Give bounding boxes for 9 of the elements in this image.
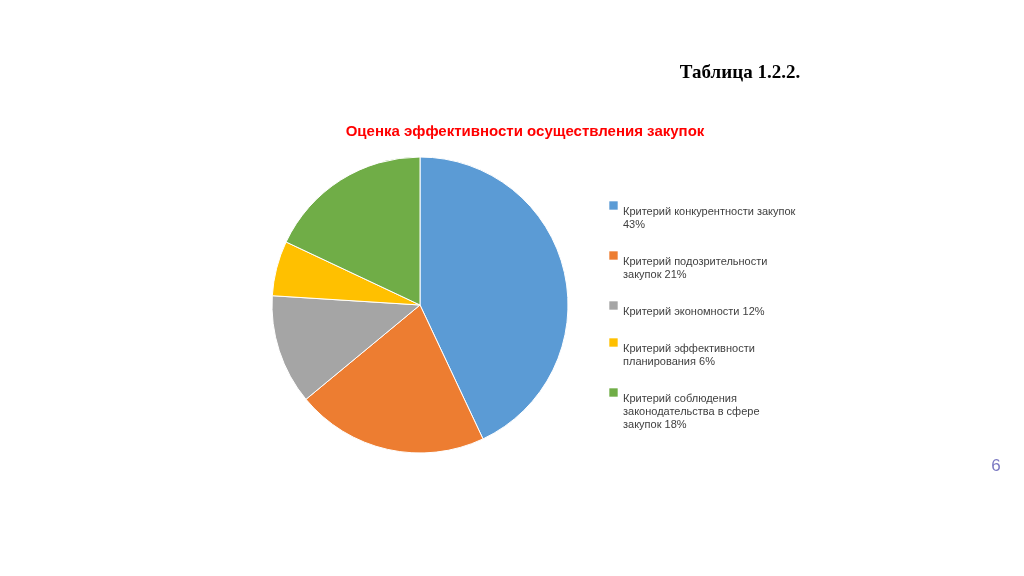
legend-label: Критерий эффективности планирования 6% bbox=[623, 341, 755, 367]
chart-title: Оценка эффективности осуществления закупок bbox=[345, 122, 705, 139]
legend-label: Критерий экономности 12% bbox=[623, 304, 765, 317]
legend-label: Критерий конкурентности закупок bbox=[623, 204, 796, 217]
text: 6 bbox=[991, 456, 1001, 475]
legend-label: Критерий соблюдения законодательства в сфере закупок 18% bbox=[623, 391, 760, 430]
text: Таблица 1.2.2. bbox=[679, 61, 801, 82]
data-label: 43% bbox=[623, 217, 646, 230]
legend-label: Критерий подозрительности закупок 21% bbox=[623, 254, 768, 280]
